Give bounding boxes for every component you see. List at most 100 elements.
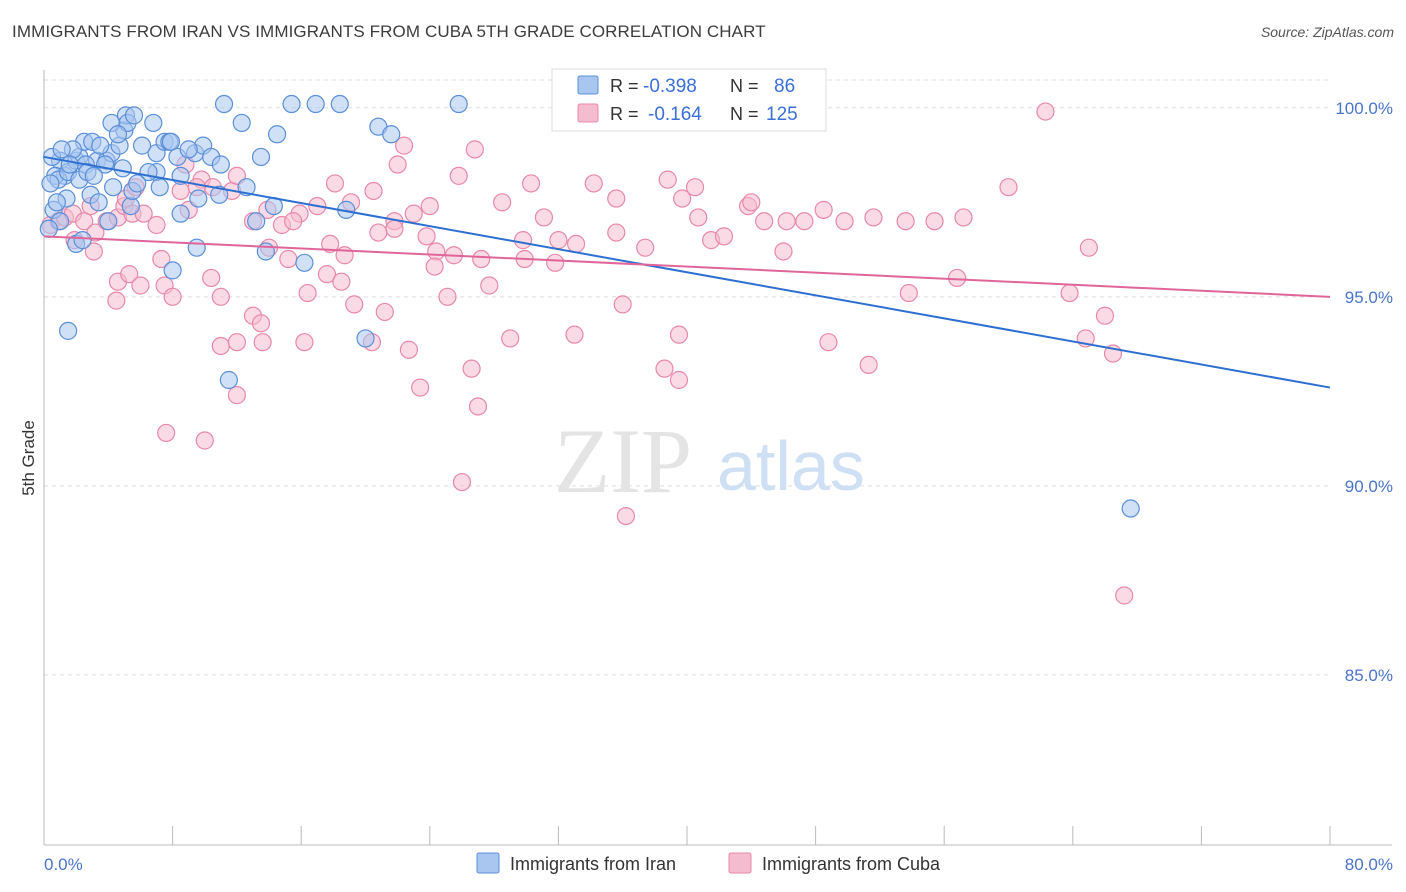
cuba-point [1060, 283, 1079, 303]
cuba-point [152, 249, 171, 269]
iran-point [132, 136, 152, 155]
cuba-point [375, 302, 394, 322]
iran-point [449, 94, 468, 114]
y-tick-label: 95.0% [1345, 288, 1393, 307]
cuba-point [501, 329, 520, 348]
legend-iran-r-label: R = [610, 76, 639, 96]
cuba-point [321, 234, 340, 254]
cuba-point [1095, 306, 1115, 325]
cuba-point [899, 283, 918, 303]
cuba-point [279, 249, 298, 269]
cuba-point [521, 174, 541, 193]
bottom-legend-iran-label: Immigrants from Iran [510, 854, 676, 874]
iran-point [39, 219, 58, 238]
iran-point [108, 125, 128, 144]
cuba-point [411, 378, 430, 397]
cuba-point [227, 386, 246, 405]
legend-cuba-n-label: N = [730, 104, 759, 124]
watermark: ZIP atlas [554, 410, 865, 512]
iran-point [128, 174, 147, 193]
legend-cuba-swatch [577, 103, 599, 123]
cuba-point [462, 359, 481, 378]
legend-cuba-n-value: 125 [766, 104, 798, 125]
y-axis-label: 5th Grade [19, 420, 38, 496]
axes [43, 70, 1392, 846]
y-tick-label: 85.0% [1345, 666, 1393, 685]
cuba-point [616, 506, 636, 526]
cuba-point [795, 212, 814, 231]
cuba-point [513, 231, 533, 250]
cuba-point [655, 359, 674, 378]
x-tick-label: 0.0% [44, 855, 83, 874]
iran-point [60, 155, 79, 174]
y-tick-label: 90.0% [1345, 477, 1393, 496]
cuba-point [298, 283, 317, 303]
legend-cuba-r-label: R = [610, 104, 639, 124]
cuba-point [75, 212, 94, 231]
cuba-point [814, 200, 833, 219]
cuba-point [425, 257, 444, 276]
cuba-point [394, 136, 414, 155]
cuba-point [468, 397, 488, 416]
y-tick-label: 100.0% [1335, 99, 1393, 118]
watermark-atlas: atlas [717, 427, 865, 505]
iran-point [232, 113, 251, 133]
bottom-legend-cuba-label: Immigrants from Cuba [762, 854, 941, 874]
legend-box: R = -0.398 N = 86 R = -0.164 N = 125 [551, 68, 827, 132]
chart-title: IMMIGRANTS FROM IRAN VS IMMIGRANTS FROM … [12, 22, 766, 41]
cuba-point [954, 208, 973, 227]
iran-point [282, 94, 301, 114]
cuba-point [714, 227, 734, 246]
iran-point [237, 178, 256, 197]
cuba-point [777, 212, 796, 231]
watermark-zip: ZIP [554, 410, 692, 512]
iran-point [41, 174, 60, 193]
iran-point [306, 94, 325, 114]
cuba-point [452, 472, 472, 492]
cuba-point [227, 333, 246, 352]
cuba-point [284, 212, 303, 231]
cuba-point [364, 181, 383, 201]
iran-point [179, 140, 198, 159]
cuba-point [742, 193, 761, 212]
cuba-point [385, 219, 404, 238]
cuba-point [147, 215, 166, 235]
cuba-point [819, 333, 838, 352]
iran-point [84, 166, 103, 185]
cuba-point [1079, 238, 1098, 257]
iran-point [89, 193, 108, 212]
cuba-point [202, 268, 221, 288]
iran-point [144, 113, 163, 133]
cuba-point [325, 174, 345, 193]
cuba-point [472, 249, 491, 269]
cuba-point [607, 189, 626, 208]
cuba-point [673, 189, 692, 208]
iran-point [382, 125, 401, 144]
cuba-point [317, 265, 337, 284]
cuba-point [566, 234, 586, 254]
cuba-point [607, 223, 626, 242]
iran-point [73, 231, 92, 250]
x-tick-label: 80.0% [1345, 855, 1393, 874]
cuba-point [835, 212, 854, 231]
legend-iran-swatch [577, 75, 599, 95]
legend-iran-n-value: 86 [774, 76, 795, 97]
cuba-point [107, 291, 126, 310]
legend-iran-r-value: -0.398 [643, 76, 697, 97]
cuba-point [163, 287, 182, 306]
cuba-point [171, 181, 190, 201]
iran-point [124, 106, 144, 125]
cuba-point [345, 295, 364, 314]
cuba-point [947, 268, 967, 288]
legend-cuba-r-value: -0.164 [648, 104, 702, 125]
cuba-point [120, 265, 139, 284]
cuba-point [658, 170, 677, 189]
cuba-point [449, 166, 468, 185]
cuba-point [480, 276, 499, 295]
iran-point [161, 132, 181, 151]
series-cuba-points [41, 102, 1134, 605]
iran-point [330, 94, 349, 114]
cuba-point [332, 272, 351, 291]
cuba-point [295, 333, 314, 352]
cuba-point [999, 178, 1018, 197]
